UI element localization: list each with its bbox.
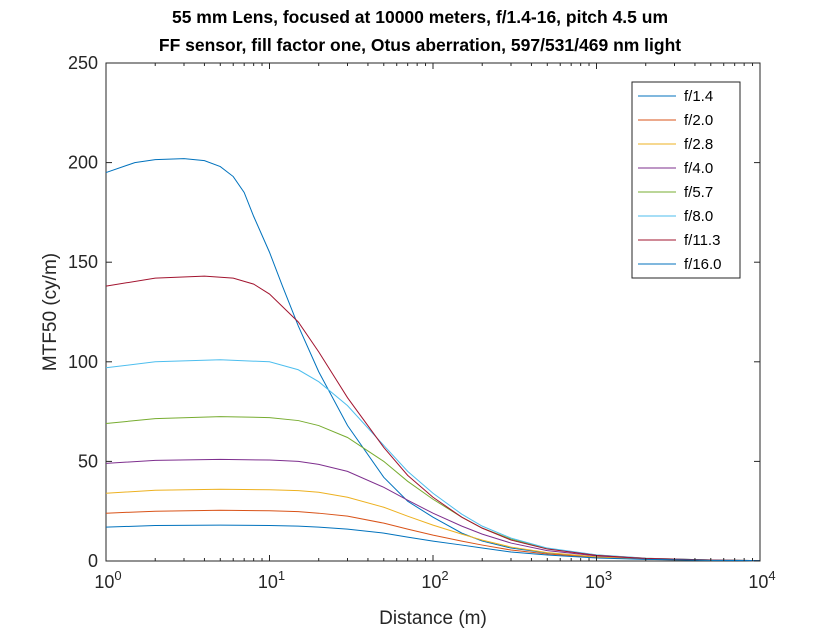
x-tick-label: 101 — [258, 568, 285, 592]
x-tick-label: 103 — [585, 568, 612, 592]
y-tick-label: 150 — [68, 252, 98, 272]
y-axis-ticks: 0 50 100 150 200 250 — [68, 53, 760, 571]
legend-entry: f/2.0 — [684, 112, 713, 129]
series-line-2 — [105, 488, 761, 562]
series-layer — [105, 158, 761, 562]
y-tick-label: 0 — [88, 551, 98, 571]
y-tick-label: 100 — [68, 352, 98, 372]
y-axis-label: MTF50 (cy/m) — [40, 253, 61, 371]
legend-entry: f/1.4 — [684, 88, 713, 105]
x-axis-ticks: 100 101 102 103 104 — [94, 63, 776, 592]
x-tick-label: 100 — [94, 568, 121, 592]
series-line-1 — [105, 509, 761, 562]
legend-box — [631, 81, 741, 279]
legend-entry: f/5.7 — [684, 184, 713, 201]
legend-entry: f/8.0 — [684, 208, 713, 225]
legend-entry: f/2.8 — [684, 136, 713, 153]
legend: f/1.4 f/2.0 f/2.8 f/4.0 f/5.7 f/8.0 f/11.3 f/16… — [631, 81, 741, 279]
legend-entry: f/11.3 — [684, 232, 720, 249]
y-tick-label: 200 — [68, 153, 98, 173]
y-tick-label: 250 — [68, 53, 98, 73]
x-tick-label: 104 — [748, 568, 775, 592]
series-line-6 — [105, 275, 761, 562]
legend-entry: f/4.0 — [684, 160, 713, 177]
chart-subtitle: FF sensor, fill factor one, Otus aberrat… — [158, 35, 682, 55]
chart-title: 55 mm Lens, focused at 10000 meters, f/1… — [171, 7, 669, 27]
y-tick-label: 50 — [78, 451, 98, 471]
series-line-5 — [105, 359, 761, 562]
x-axis-label: Distance (m) — [379, 608, 487, 629]
legend-entry: f/16.0 — [684, 256, 722, 273]
x-tick-label: 102 — [421, 568, 448, 592]
series-line-7 — [105, 524, 761, 562]
